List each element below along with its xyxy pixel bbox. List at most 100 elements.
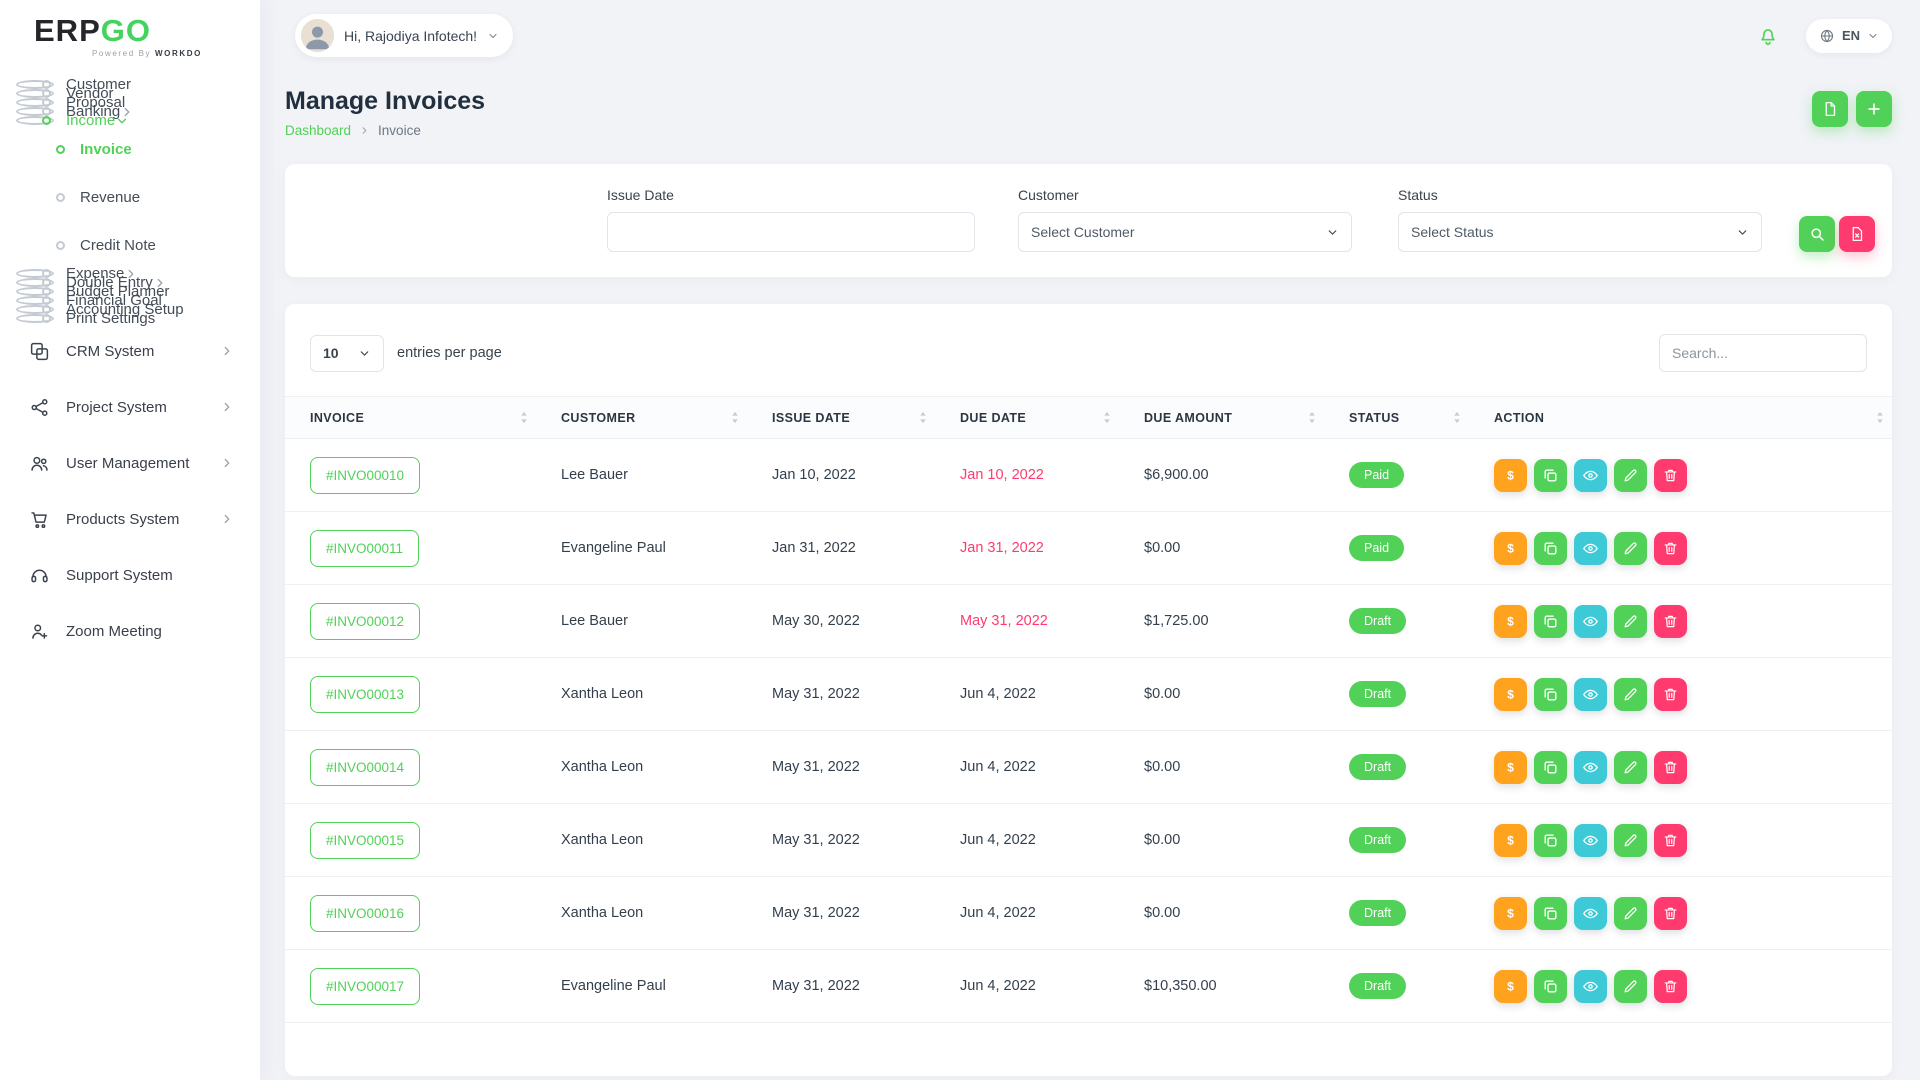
language-selector[interactable]: EN	[1805, 18, 1892, 53]
delete-button[interactable]	[1654, 896, 1687, 930]
reset-filter-button[interactable]	[1839, 216, 1875, 252]
duplicate-button[interactable]	[1534, 823, 1567, 857]
invoice-number-pill[interactable]: #INVO00011	[310, 529, 420, 567]
sidebar-item-budget-planner[interactable]: Budget Planner	[16, 283, 169, 300]
status-select-value: Select Status	[1411, 224, 1494, 240]
edit-button[interactable]	[1614, 458, 1647, 492]
status-select[interactable]: Select Status	[1398, 212, 1762, 252]
view-button[interactable]	[1574, 969, 1607, 1003]
issue-date-input[interactable]	[607, 212, 975, 252]
entries-per-page-select[interactable]: 10	[310, 334, 384, 372]
delete-button[interactable]	[1654, 458, 1687, 492]
delete-button[interactable]	[1654, 531, 1687, 565]
edit-button[interactable]	[1614, 677, 1647, 711]
payment-button[interactable]: $	[1494, 823, 1527, 857]
sidebar-item-print-settings[interactable]: Print Settings	[16, 310, 155, 327]
duplicate-button[interactable]	[1534, 458, 1567, 492]
sort-icon	[731, 411, 739, 424]
sidebar-item-crm-system[interactable]: CRM System	[16, 323, 244, 379]
view-button[interactable]	[1574, 458, 1607, 492]
delete-button[interactable]	[1654, 823, 1687, 857]
customer-select[interactable]: Select Customer	[1018, 212, 1352, 252]
edit-button[interactable]	[1614, 823, 1647, 857]
delete-button[interactable]	[1654, 750, 1687, 784]
due-date-cell: Jun 4, 2022	[935, 803, 1119, 877]
sidebar-item-project-system[interactable]: Project System	[16, 379, 244, 435]
column-header-issue-date[interactable]: ISSUE DATE	[747, 396, 935, 439]
sidebar-item-invoice[interactable]: Invoice	[16, 125, 244, 173]
apply-filter-button[interactable]	[1799, 216, 1835, 252]
invoice-table-card: 10 entries per page INVOICECUSTOMERISSUE…	[285, 304, 1892, 1076]
delete-button[interactable]	[1654, 604, 1687, 638]
user-menu-button[interactable]: Hi, Rajodiya Infotech!	[295, 14, 514, 57]
sidebar-item-revenue[interactable]: Revenue	[16, 173, 244, 221]
payment-button[interactable]: $	[1494, 604, 1527, 638]
payment-button[interactable]: $	[1494, 458, 1527, 492]
view-button[interactable]	[1574, 896, 1607, 930]
edit-button[interactable]	[1614, 750, 1647, 784]
column-header-invoice[interactable]: INVOICE	[285, 396, 536, 439]
sidebar-item-vendor[interactable]: Vendor	[16, 85, 114, 102]
sidebar-item-double-entry[interactable]: Double Entry	[16, 274, 163, 291]
invoice-number-pill[interactable]: #INVO00016	[310, 894, 421, 932]
edit-button[interactable]	[1614, 896, 1647, 930]
view-button[interactable]	[1574, 750, 1607, 784]
notification-button[interactable]	[1748, 16, 1788, 56]
duplicate-button[interactable]	[1534, 604, 1567, 638]
edit-button[interactable]	[1614, 604, 1647, 638]
table-search-input[interactable]	[1659, 334, 1867, 372]
invoice-number-pill[interactable]: #INVO00015	[310, 821, 421, 859]
view-button[interactable]	[1574, 531, 1607, 565]
duplicate-button[interactable]	[1534, 677, 1567, 711]
payment-button[interactable]: $	[1494, 969, 1527, 1003]
payment-button[interactable]: $	[1494, 677, 1527, 711]
column-header-status[interactable]: STATUS	[1324, 396, 1469, 439]
view-button[interactable]	[1574, 823, 1607, 857]
sidebar-item-income[interactable]: Income	[16, 112, 127, 129]
copy-icon	[1542, 467, 1559, 484]
sidebar-item-financial-goal[interactable]: Financial Goal	[16, 292, 162, 309]
sidebar-item-user-management[interactable]: User Management	[16, 435, 244, 491]
export-button[interactable]	[1812, 91, 1848, 127]
chevron-down-icon	[487, 30, 499, 42]
duplicate-button[interactable]	[1534, 969, 1567, 1003]
edit-button[interactable]	[1614, 969, 1647, 1003]
duplicate-button[interactable]	[1534, 531, 1567, 565]
customer-label: Customer	[1018, 187, 1079, 203]
create-invoice-button[interactable]	[1856, 91, 1892, 127]
view-button[interactable]	[1574, 604, 1607, 638]
invoice-number-pill[interactable]: #INVO00013	[310, 675, 421, 713]
view-button[interactable]	[1574, 677, 1607, 711]
edit-button[interactable]	[1614, 531, 1647, 565]
column-header-customer[interactable]: CUSTOMER	[536, 396, 747, 439]
column-header-action[interactable]: ACTION	[1469, 396, 1892, 439]
sidebar-item-expense[interactable]: Expense	[16, 265, 134, 282]
delete-button[interactable]	[1654, 677, 1687, 711]
payment-button[interactable]: $	[1494, 531, 1527, 565]
duplicate-button[interactable]	[1534, 896, 1567, 930]
column-header-due-date[interactable]: DUE DATE	[935, 396, 1119, 439]
sidebar-item-support-system[interactable]: Support System	[16, 547, 244, 603]
sidebar-item-zoom-meeting[interactable]: Zoom Meeting	[16, 603, 244, 659]
sidebar-item-banking[interactable]: Banking	[16, 103, 130, 120]
user-avatar	[301, 19, 334, 52]
brand-logo[interactable]: ERPGO Powered By WORKDO	[0, 0, 260, 74]
chevron-down-icon	[1867, 30, 1879, 42]
sidebar-item-accounting-setup[interactable]: Accounting Setup	[16, 301, 184, 318]
invoice-number-pill[interactable]: #INVO00010	[310, 456, 421, 494]
payment-button[interactable]: $	[1494, 750, 1527, 784]
invoice-number-pill[interactable]: #INVO00017	[310, 967, 421, 1005]
invoice-number-pill[interactable]: #INVO00014	[310, 748, 421, 786]
sidebar-item-proposal[interactable]: Proposal	[16, 94, 125, 111]
sidebar-item-customer[interactable]: Customer	[16, 76, 131, 93]
delete-button[interactable]	[1654, 969, 1687, 1003]
sidebar-item-products-system[interactable]: Products System	[16, 491, 244, 547]
invoice-number-pill[interactable]: #INVO00012	[310, 602, 421, 640]
column-header-due-amount[interactable]: DUE AMOUNT	[1119, 396, 1324, 439]
sidebar-item-credit-note[interactable]: Credit Note	[16, 221, 244, 269]
payment-button[interactable]: $	[1494, 896, 1527, 930]
customer-select-value: Select Customer	[1031, 224, 1135, 240]
duplicate-button[interactable]	[1534, 750, 1567, 784]
due-date-cell: Jun 4, 2022	[935, 876, 1119, 950]
breadcrumb-dashboard-link[interactable]: Dashboard	[285, 123, 352, 138]
